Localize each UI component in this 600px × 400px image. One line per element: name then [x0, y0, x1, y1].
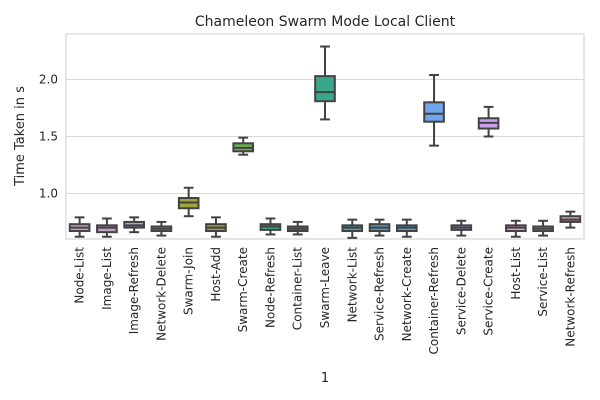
x-tick-label: Container-Refresh	[427, 247, 441, 355]
box-swarm-create	[232, 136, 255, 156]
box-container-list	[286, 220, 309, 236]
x-tick-label: Host-Add	[209, 247, 223, 302]
x-tick-label: Swarm-Join	[182, 247, 196, 315]
box-container-refresh	[423, 74, 445, 147]
x-tick-label: Node-Refresh	[263, 247, 277, 328]
x-tick-label: Service-List	[536, 247, 550, 317]
y-tick-labels: 1.0 1.5 2.0	[39, 73, 58, 201]
box-swarm-leave	[314, 45, 336, 121]
box-image-list	[96, 217, 118, 238]
box-node-refresh	[259, 217, 282, 236]
box-network-list	[341, 218, 364, 239]
box-network-create	[395, 218, 418, 238]
x-tick-label: Swarm-Leave	[318, 247, 332, 328]
x-tick-label: Node-List	[73, 247, 87, 304]
box-network-refresh	[559, 210, 582, 229]
x-tick-labels: Node-List Image-List Image-Refresh Network-…	[73, 247, 578, 355]
x-tick-label: Network-Delete	[154, 247, 168, 341]
box-iqr	[96, 224, 118, 234]
box-host-list	[505, 219, 527, 238]
box-service-refresh	[368, 218, 391, 237]
y-axis-label: Time Taken in s	[13, 86, 28, 187]
x-tick-label: Network-Create	[400, 247, 414, 341]
x-tick-label: Container-List	[291, 247, 305, 330]
y-tick-label: 1.0	[39, 186, 58, 200]
box-iqr	[423, 101, 445, 123]
x-tick-label: Network-Refresh	[563, 247, 577, 347]
y-tick-label: 2.0	[39, 73, 58, 87]
box-service-list	[532, 219, 554, 237]
y-tick-label: 1.5	[39, 130, 58, 144]
x-tick-label: Service-Delete	[454, 247, 468, 335]
chart-title: Chameleon Swarm Mode Local Client	[195, 14, 456, 30]
box-service-create	[477, 105, 500, 138]
box-swarm-join	[177, 186, 200, 218]
x-tick-label: Network-List	[345, 247, 359, 323]
x-tick-label: Service-Refresh	[373, 247, 387, 341]
x-tick-label: Service-Create	[482, 247, 496, 336]
x-tick-label: Host-List	[509, 247, 523, 300]
box-host-add	[205, 216, 227, 238]
box-node-list	[68, 216, 91, 238]
box-service-delete	[450, 219, 473, 237]
boxes	[68, 45, 582, 239]
x-tick-label: Image-Refresh	[127, 247, 141, 334]
x-tick-label: Swarm-Create	[236, 247, 250, 332]
box-image-refresh	[123, 216, 145, 234]
x-tick-label: Image-List	[100, 247, 114, 310]
box-iqr	[314, 75, 336, 103]
box-network-delete	[150, 220, 173, 237]
x-axis-label: 1	[321, 371, 329, 386]
